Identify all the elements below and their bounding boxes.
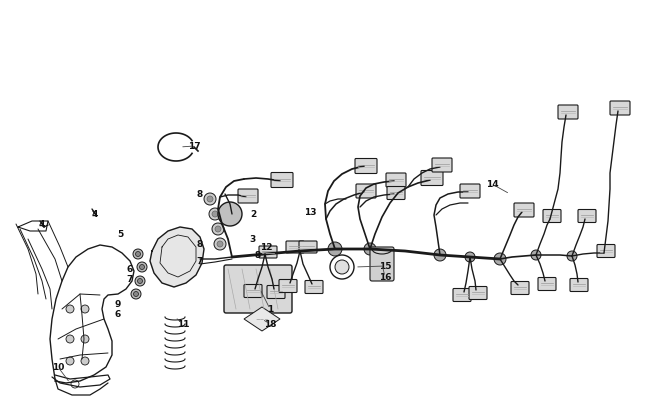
FancyBboxPatch shape — [558, 106, 578, 120]
Circle shape — [212, 211, 218, 217]
FancyBboxPatch shape — [460, 185, 480, 198]
FancyBboxPatch shape — [610, 102, 630, 116]
FancyBboxPatch shape — [244, 285, 262, 298]
FancyBboxPatch shape — [421, 171, 443, 186]
Text: 8: 8 — [255, 250, 261, 259]
Text: 4: 4 — [39, 220, 46, 229]
FancyBboxPatch shape — [370, 247, 394, 281]
Text: 3: 3 — [250, 235, 256, 244]
Text: 6: 6 — [127, 265, 133, 274]
FancyBboxPatch shape — [511, 282, 529, 295]
FancyBboxPatch shape — [271, 173, 293, 188]
Circle shape — [330, 256, 354, 279]
Circle shape — [217, 241, 223, 247]
Circle shape — [135, 252, 140, 257]
FancyBboxPatch shape — [224, 265, 292, 313]
FancyBboxPatch shape — [570, 279, 588, 292]
Text: 10: 10 — [52, 362, 64, 371]
Text: 11: 11 — [177, 320, 189, 329]
FancyBboxPatch shape — [543, 210, 561, 223]
Circle shape — [204, 194, 216, 205]
Text: 1: 1 — [267, 305, 273, 314]
Text: 2: 2 — [250, 210, 256, 219]
Text: 7: 7 — [197, 257, 203, 266]
Circle shape — [218, 202, 242, 226]
FancyBboxPatch shape — [286, 241, 304, 254]
Text: 4: 4 — [92, 210, 98, 219]
Text: 15: 15 — [379, 262, 391, 271]
Circle shape — [209, 209, 221, 220]
Text: 17: 17 — [188, 142, 200, 151]
FancyBboxPatch shape — [387, 187, 405, 200]
Circle shape — [133, 292, 138, 297]
Circle shape — [133, 249, 143, 259]
Text: 7: 7 — [127, 275, 133, 284]
Polygon shape — [150, 228, 204, 287]
Circle shape — [81, 357, 89, 365]
Circle shape — [465, 252, 475, 262]
Circle shape — [66, 305, 74, 313]
Circle shape — [567, 252, 577, 261]
Circle shape — [137, 262, 147, 272]
Text: 18: 18 — [264, 320, 276, 329]
Circle shape — [81, 335, 89, 343]
FancyBboxPatch shape — [238, 190, 258, 203]
Text: 5: 5 — [117, 230, 123, 239]
FancyBboxPatch shape — [597, 245, 615, 258]
FancyBboxPatch shape — [469, 287, 487, 300]
Circle shape — [66, 335, 74, 343]
FancyBboxPatch shape — [453, 289, 471, 302]
FancyBboxPatch shape — [355, 159, 377, 174]
FancyBboxPatch shape — [259, 246, 277, 258]
Text: ~~~: ~~~ — [255, 317, 269, 322]
Text: 16: 16 — [379, 273, 391, 282]
Circle shape — [335, 260, 349, 274]
Circle shape — [531, 250, 541, 260]
Circle shape — [434, 249, 446, 261]
Circle shape — [215, 226, 221, 232]
Circle shape — [212, 224, 224, 235]
Text: 14: 14 — [486, 180, 499, 189]
Text: 8: 8 — [197, 190, 203, 199]
Circle shape — [131, 289, 141, 299]
Circle shape — [71, 380, 79, 388]
FancyBboxPatch shape — [299, 241, 317, 254]
Circle shape — [328, 243, 342, 256]
Circle shape — [81, 305, 89, 313]
FancyBboxPatch shape — [386, 174, 406, 188]
FancyBboxPatch shape — [578, 210, 596, 223]
Circle shape — [140, 265, 144, 270]
FancyBboxPatch shape — [538, 278, 556, 291]
FancyBboxPatch shape — [267, 286, 285, 299]
Text: 12: 12 — [260, 243, 272, 252]
FancyBboxPatch shape — [279, 280, 297, 293]
Text: 6: 6 — [115, 310, 121, 319]
Circle shape — [66, 357, 74, 365]
Circle shape — [494, 254, 506, 265]
Polygon shape — [244, 307, 280, 331]
FancyBboxPatch shape — [356, 185, 376, 198]
FancyBboxPatch shape — [432, 159, 452, 173]
FancyBboxPatch shape — [514, 203, 534, 217]
FancyBboxPatch shape — [305, 281, 323, 294]
Text: 9: 9 — [115, 300, 121, 309]
Circle shape — [214, 239, 226, 250]
Circle shape — [135, 276, 145, 286]
Circle shape — [138, 279, 142, 284]
Circle shape — [364, 243, 376, 256]
Circle shape — [207, 196, 213, 202]
Text: 8: 8 — [197, 240, 203, 249]
Text: 13: 13 — [304, 208, 317, 217]
